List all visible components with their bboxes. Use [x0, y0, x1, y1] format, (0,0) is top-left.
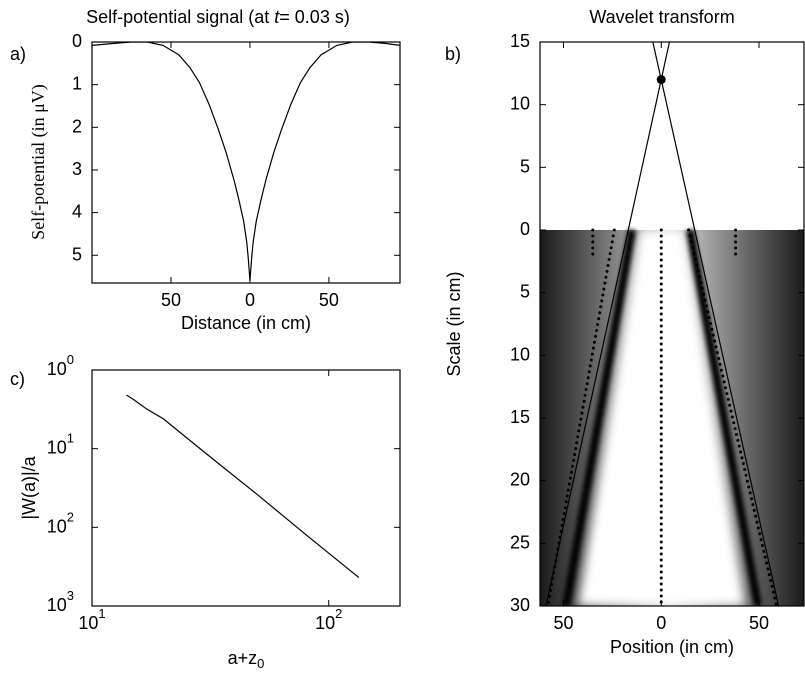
y-tick-label: 10 — [510, 93, 530, 113]
plot-frame — [91, 41, 401, 284]
x-tick-label: 50 — [553, 613, 573, 633]
tick-label-text: 15 — [510, 31, 530, 51]
y-axis-label: |W(a)|/a — [19, 455, 39, 519]
y-tick-label: 3 — [72, 159, 82, 179]
y-tick-label: 103 — [47, 588, 74, 614]
y-tick-label: 101 — [47, 431, 74, 457]
plot-frame — [91, 369, 401, 607]
tick-label-text: 10 — [315, 613, 335, 633]
tick-label-text: 10 — [510, 93, 530, 113]
tick-label-exponent: 3 — [67, 588, 74, 603]
tick-label-text: 0 — [72, 31, 82, 51]
tick-label-text: 30 — [510, 595, 530, 615]
data-line — [687, 228, 779, 606]
title-part: Self-potential signal (at — [86, 7, 274, 27]
panel-label: c) — [10, 369, 25, 389]
x-tick-label: 50 — [749, 613, 769, 633]
x-tick-label: 0 — [656, 613, 666, 633]
tick-label-text: 5 — [520, 156, 530, 176]
tick-label-text: 0 — [245, 290, 255, 310]
chart-title: Wavelet transform — [589, 7, 734, 27]
tick-label-text: 50 — [749, 613, 769, 633]
y-tick-label: 0 — [72, 31, 82, 51]
label-part: a+z — [228, 648, 258, 668]
tick-label-text: 10 — [510, 344, 530, 364]
data-line — [546, 228, 616, 606]
tick-label-text: 3 — [72, 159, 82, 179]
y-tick-label: 30 — [510, 595, 530, 615]
tick-label-text: 5 — [520, 281, 530, 301]
tick-label-exponent: 0 — [67, 352, 74, 367]
x-tick-label: 102 — [315, 606, 342, 632]
title-part: t — [274, 7, 280, 27]
data-line — [652, 42, 780, 606]
y-axis-label: Self-potential (in μV) — [28, 84, 49, 240]
image-ridge — [562, 229, 636, 606]
x-tick-label: 50 — [161, 290, 181, 310]
tick-label-exponent: 2 — [335, 606, 342, 621]
tick-label-text: 2 — [72, 116, 82, 136]
wavelet-image — [540, 229, 804, 606]
tick-label-text: 50 — [319, 290, 339, 310]
panel-label: b) — [445, 44, 461, 64]
data-line — [126, 394, 360, 579]
y-tick-label: 20 — [510, 469, 530, 489]
x-tick-label: 101 — [78, 606, 105, 632]
y-tick-label: 25 — [510, 532, 530, 552]
y-tick-label: 5 — [520, 281, 530, 301]
tick-label-text: 0 — [656, 613, 666, 633]
x-axis-label: Position (in cm) — [610, 637, 734, 657]
y-tick-label: 100 — [47, 352, 74, 378]
data-line — [92, 42, 400, 281]
tick-label-exponent: 1 — [67, 431, 74, 446]
data-line — [545, 42, 671, 606]
y-tick-label: 15 — [510, 31, 530, 51]
y-tick-label: 102 — [47, 510, 74, 536]
tick-label-exponent: 2 — [67, 510, 74, 525]
tick-label-text: 10 — [47, 516, 67, 536]
panel-label: a) — [10, 44, 26, 64]
tick-label-text: 1 — [72, 73, 82, 93]
tick-label-text: 10 — [78, 613, 98, 633]
point — [656, 75, 666, 85]
tick-label-text: 10 — [47, 437, 67, 457]
tick-label-text: 50 — [553, 613, 573, 633]
x-axis-label: a+z0 — [228, 648, 265, 672]
title-part: = 0.03 s) — [279, 7, 350, 27]
tick-label-exponent: 1 — [98, 606, 105, 621]
plot-frame — [539, 41, 805, 607]
tick-label-text: 25 — [510, 532, 530, 552]
y-tick-label: 5 — [520, 156, 530, 176]
tick-label-text: 50 — [161, 290, 181, 310]
y-axis-label: Scale (in cm) — [444, 271, 464, 376]
chart-title: Self-potential signal (at t= 0.03 s) — [86, 7, 350, 27]
y-tick-label: 1 — [72, 73, 82, 93]
tick-label-text: 10 — [47, 359, 67, 379]
tick-label-text: 15 — [510, 407, 530, 427]
x-tick-label: 0 — [245, 290, 255, 310]
x-axis-label: Distance (in cm) — [181, 313, 311, 333]
image-ridge — [686, 229, 762, 606]
y-tick-label: 0 — [520, 219, 530, 239]
y-tick-label: 15 — [510, 407, 530, 427]
tick-label-text: 10 — [47, 595, 67, 615]
tick-label-text: 20 — [510, 469, 530, 489]
x-tick-label: 50 — [319, 290, 339, 310]
y-tick-label: 2 — [72, 116, 82, 136]
image-bright-band — [578, 230, 745, 606]
y-tick-label: 10 — [510, 344, 530, 364]
tick-label-text: 0 — [520, 219, 530, 239]
y-tick-label: 5 — [72, 244, 82, 264]
tick-label-text: 4 — [72, 201, 82, 221]
tick-label-text: 5 — [72, 244, 82, 264]
y-tick-label: 4 — [72, 201, 82, 221]
label-subscript: 0 — [257, 656, 264, 671]
